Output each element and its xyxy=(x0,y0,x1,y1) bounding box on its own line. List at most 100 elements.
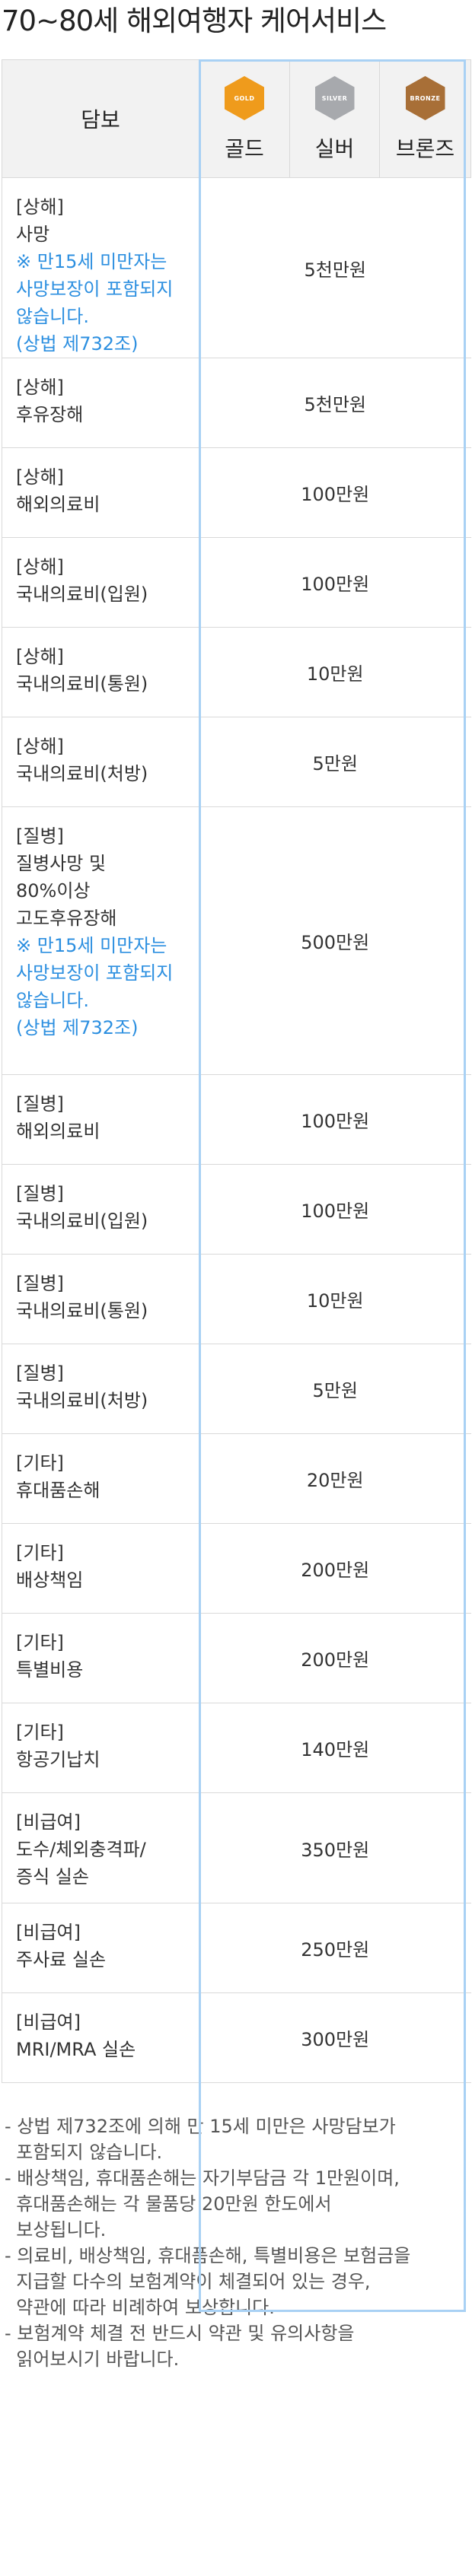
table-row: [상해] 국내의료비(입원) 100만원 xyxy=(2,537,471,628)
coverage-note-line: 사망보장이 포함되지 xyxy=(16,962,174,984)
silver-badge-icon: SILVER xyxy=(314,76,355,120)
coverage-name-line: [비급여] xyxy=(16,2012,81,2033)
footnote-line: 휴대품손해는 각 물품당 20만원 한도에서 xyxy=(5,2193,332,2215)
table-row: [질병] 국내의료비(처방) 5만원 xyxy=(2,1344,471,1434)
coverage-name-line: [상해] xyxy=(16,196,64,218)
tier-header-bronze: BRONZE 브론즈 xyxy=(379,59,471,178)
coverage-name-line: 80%이상 xyxy=(16,880,91,902)
footnote-line: - 의료비, 배상책임, 휴대품손해, 특별비용은 보험금을 xyxy=(5,2245,411,2266)
coverage-name-line: [기타] xyxy=(16,1542,64,1563)
coverage-name: [상해] 국내의료비(입원) xyxy=(2,537,199,628)
table-row: [비급여] 주사료 실손 250만원 xyxy=(2,1903,471,1993)
table-row: [기타] 휴대품손해 20만원 xyxy=(2,1433,471,1524)
coverage-name-line: [기타] xyxy=(16,1632,64,1653)
coverage-name-line: [질병] xyxy=(16,1183,64,1204)
tier-label-silver: 실버 xyxy=(314,136,355,161)
coverage-name: [기타] 특별비용 xyxy=(2,1613,199,1703)
coverage-name-line: 주사료 실손 xyxy=(16,1949,107,1970)
footnote-line: - 상법 제732조에 의해 만 15세 미만은 사망담보가 xyxy=(5,2116,396,2137)
coverage-name-line: [질병] xyxy=(16,1273,64,1294)
table-header-row: 담보 GOLD 골드 SILVER 실버 BRONZE 브론즈 xyxy=(2,59,471,178)
tier-label-bronze: 브론즈 xyxy=(395,136,455,161)
coverage-amount: 10만원 xyxy=(199,627,471,717)
coverage-name-line: 해외의료비 xyxy=(16,494,100,515)
coverage-name-line: 후유장해 xyxy=(16,404,84,425)
coverage-name: [비급여] 도수/체외충격파/증식 실손 xyxy=(2,1792,199,1903)
table-row: [상해] 국내의료비(처방) 5만원 xyxy=(2,717,471,807)
coverage-name-line: [질병] xyxy=(16,825,64,847)
coverage-name: [질병] 국내의료비(통원) xyxy=(2,1254,199,1344)
coverage-name-line: 항공기납치 xyxy=(16,1749,100,1770)
coverage-amount: 100만원 xyxy=(199,447,471,538)
coverage-name-line: 국내의료비(입원) xyxy=(16,584,148,605)
coverage-name: [비급여] MRI/MRA 실손 xyxy=(2,1992,199,2083)
gold-badge-icon: GOLD xyxy=(225,76,264,120)
coverage-name-line: 사망 xyxy=(16,224,50,245)
coverage-name-line: 해외의료비 xyxy=(16,1121,100,1142)
coverage-name: [기타] 항공기납치 xyxy=(2,1703,199,1793)
coverage-name: [상해] 국내의료비(통원) xyxy=(2,627,199,717)
footnote-line: - 보험계약 체결 전 반드시 약관 및 유의사항을 xyxy=(5,2323,355,2344)
table-row: [기타] 항공기납치 140만원 xyxy=(2,1703,471,1793)
coverage-amount: 200만원 xyxy=(199,1523,471,1614)
footnote-line: 포함되지 않습니다. xyxy=(5,2142,163,2163)
coverage-note-line: (상법 제732조) xyxy=(16,1017,139,1038)
coverage-amount: 100만원 xyxy=(199,1074,471,1165)
footnote-line: 약관에 따라 비례하여 보상합니다. xyxy=(5,2297,275,2318)
coverage-name-line: [상해] xyxy=(16,646,64,667)
coverage-amount: 500만원 xyxy=(199,806,471,1075)
coverage-name-line: 도수/체외충격파/ xyxy=(16,1839,146,1860)
coverage-name-line: 증식 실손 xyxy=(16,1866,89,1887)
coverage-name-line: [기타] xyxy=(16,1452,64,1474)
coverage-name: [상해] 국내의료비(처방) xyxy=(2,717,199,807)
coverage-name-line: 국내의료비(통원) xyxy=(16,673,148,695)
coverage-name-line: 질병사망 및 xyxy=(16,853,107,874)
coverage-amount: 250만원 xyxy=(199,1903,471,1993)
coverage-name: [상해] 후유장해 xyxy=(2,358,199,448)
coverage-amount: 200만원 xyxy=(199,1613,471,1703)
coverage-name-line: [기타] xyxy=(16,1722,64,1743)
coverage-note-line: ※ 만15세 미만자는 xyxy=(16,935,167,956)
coverage-amount: 100만원 xyxy=(199,1164,471,1255)
coverage-name-line: 배상책임 xyxy=(16,1569,84,1591)
table-row: [질병] 국내의료비(입원) 100만원 xyxy=(2,1164,471,1255)
coverage-name: [상해] 해외의료비 xyxy=(2,447,199,538)
tier-header-silver: SILVER 실버 xyxy=(289,59,380,178)
coverage-name-line: [상해] xyxy=(16,736,64,757)
footnotes: - 상법 제732조에 의해 만 15세 미만은 사망담보가 포함되지 않습니다… xyxy=(0,2113,461,2372)
coverage-amount: 5만원 xyxy=(199,717,471,807)
coverage-amount: 350만원 xyxy=(199,1792,471,1903)
coverage-name-line: [비급여] xyxy=(16,1811,81,1833)
table-row: [상해] 해외의료비 100만원 xyxy=(2,447,471,538)
coverage-name-line: 국내의료비(처방) xyxy=(16,1390,148,1411)
coverage-name-line: 국내의료비(통원) xyxy=(16,1300,148,1321)
footnote-line: 읽어보시기 바랍니다. xyxy=(5,2349,180,2370)
table-row: [상해] 후유장해 5천만원 xyxy=(2,358,471,448)
coverage-name-line: [비급여] xyxy=(16,1922,81,1943)
coverage-name-line: [상해] xyxy=(16,556,64,577)
coverage-amount: 300만원 xyxy=(199,1992,471,2083)
coverage-name-line: 고도후유장해 xyxy=(16,908,117,929)
coverage-name: [질병] 국내의료비(입원) xyxy=(2,1164,199,1255)
table-row: [기타] 배상책임 200만원 xyxy=(2,1523,471,1614)
table-row: [상해] 국내의료비(통원) 10만원 xyxy=(2,627,471,717)
coverage-name-line: MRI/MRA 실손 xyxy=(16,2039,136,2060)
coverage-amount: 5만원 xyxy=(199,1344,471,1434)
coverage-name: [질병] 해외의료비 xyxy=(2,1074,199,1165)
coverage-name: [비급여] 주사료 실손 xyxy=(2,1903,199,1993)
table-row: [비급여] MRI/MRA 실손 300만원 xyxy=(2,1992,471,2083)
coverage-amount: 10만원 xyxy=(199,1254,471,1344)
bronze-badge-icon: BRONZE xyxy=(405,76,445,120)
coverage-amount: 5천만원 xyxy=(199,358,471,448)
coverage-name-line: 국내의료비(입원) xyxy=(16,1210,148,1232)
coverage-amount: 5천만원 xyxy=(199,177,471,358)
coverage-header: 담보 xyxy=(2,59,199,178)
coverage-name-line: [질병] xyxy=(16,1363,64,1384)
coverage-note-line: 않습니다. xyxy=(16,306,89,327)
coverage-name-line: 특별비용 xyxy=(16,1659,84,1681)
table-row: [기타] 특별비용 200만원 xyxy=(2,1613,471,1703)
footnote-line: 보상됩니다. xyxy=(5,2219,107,2240)
tier-label-gold: 골드 xyxy=(225,136,264,161)
coverage-note-line: (상법 제732조) xyxy=(16,333,139,355)
